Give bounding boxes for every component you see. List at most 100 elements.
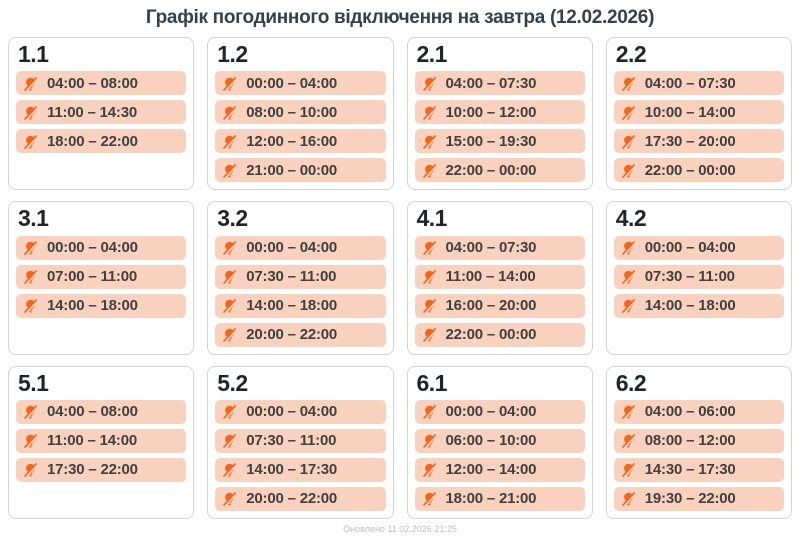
- power-off-bulb-icon: [421, 162, 438, 179]
- outage-time-range: 04:00 – 07:30: [644, 74, 736, 92]
- outage-time-range: 00:00 – 04:00: [445, 403, 537, 421]
- outage-time-range: 20:00 – 22:00: [246, 326, 338, 344]
- last-updated-text: Оновлено 11.02.2026 21:25: [343, 523, 457, 534]
- outage-interval: 16:00 – 20:00: [414, 293, 585, 318]
- power-off-bulb-icon: [421, 326, 438, 343]
- power-off-bulb-icon: [620, 239, 637, 256]
- group-number: 3.2: [217, 205, 248, 232]
- outage-interval: 00:00 – 04:00: [414, 399, 585, 424]
- outage-time-range: 15:00 – 19:30: [445, 132, 537, 150]
- power-off-bulb-icon: [620, 403, 637, 420]
- outage-interval: 14:00 – 18:00: [16, 293, 187, 318]
- outage-interval: 04:00 – 08:00: [16, 399, 187, 424]
- outage-time-range: 07:30 – 11:00: [246, 268, 337, 286]
- group-number: 3.1: [18, 205, 49, 232]
- power-off-bulb-icon: [421, 297, 438, 314]
- outage-interval: 07:00 – 11:00: [16, 264, 187, 289]
- outage-interval: 11:00 – 14:30: [16, 100, 187, 125]
- power-off-bulb-icon: [221, 490, 238, 507]
- schedule-grid: 1.1 04:00 – 08:00 11:00 – 14:30: [0, 35, 800, 519]
- outage-time-range: 07:30 – 11:00: [644, 268, 735, 286]
- outage-interval: 22:00 – 00:00: [414, 158, 585, 183]
- group-card: 5.2 00:00 – 04:00 07:30 – 11:00: [207, 365, 394, 519]
- power-off-bulb-icon: [22, 297, 39, 314]
- outage-time-range: 17:30 – 20:00: [644, 132, 736, 150]
- outage-interval: 07:30 – 11:00: [215, 428, 386, 453]
- outage-time-range: 22:00 – 00:00: [445, 326, 537, 344]
- power-off-bulb-icon: [620, 268, 637, 285]
- outage-interval: 04:00 – 08:00: [16, 71, 187, 96]
- power-off-bulb-icon: [620, 75, 637, 92]
- outage-time-range: 12:00 – 14:00: [445, 461, 537, 479]
- slots-list: 04:00 – 06:00 08:00 – 12:00 14:30 – 17:3: [613, 399, 784, 511]
- power-off-bulb-icon: [620, 297, 637, 314]
- outage-interval: 20:00 – 22:00: [215, 486, 386, 511]
- outage-time-range: 00:00 – 04:00: [644, 239, 736, 257]
- outage-time-range: 11:00 – 14:00: [445, 268, 536, 286]
- outage-interval: 00:00 – 04:00: [215, 235, 386, 260]
- power-off-bulb-icon: [22, 403, 39, 420]
- group-number: 6.1: [416, 369, 448, 396]
- power-off-bulb-icon: [22, 104, 39, 121]
- power-off-bulb-icon: [221, 239, 238, 256]
- outage-interval: 04:00 – 07:30: [414, 235, 585, 260]
- power-off-bulb-icon: [22, 239, 39, 256]
- power-off-bulb-icon: [221, 403, 238, 420]
- slots-list: 04:00 – 08:00 11:00 – 14:30 18:00 – 22:0: [16, 71, 187, 154]
- outage-time-range: 22:00 – 00:00: [445, 161, 537, 179]
- outage-time-range: 07:00 – 11:00: [47, 268, 137, 286]
- power-off-bulb-icon: [221, 326, 238, 343]
- power-off-bulb-icon: [421, 75, 438, 92]
- power-off-bulb-icon: [22, 133, 39, 150]
- outage-interval: 12:00 – 16:00: [215, 129, 386, 154]
- outage-time-range: 04:00 – 07:30: [445, 239, 537, 257]
- outage-interval: 07:30 – 11:00: [613, 264, 784, 289]
- outage-interval: 19:30 – 22:00: [613, 486, 784, 511]
- outage-time-range: 00:00 – 04:00: [246, 239, 338, 257]
- slots-list: 00:00 – 04:00 07:30 – 11:00 14:00 – 18:0: [613, 235, 784, 318]
- outage-interval: 04:00 – 07:30: [613, 71, 784, 96]
- page-title: Графік погодинного відключення на завтра…: [145, 7, 655, 28]
- outage-interval: 21:00 – 00:00: [215, 158, 386, 183]
- outage-time-range: 04:00 – 08:00: [47, 403, 138, 421]
- outage-interval: 00:00 – 04:00: [215, 399, 386, 424]
- slots-list: 04:00 – 07:30 11:00 – 14:00 16:00 – 20:0: [414, 235, 585, 347]
- group-card: 1.1 04:00 – 08:00 11:00 – 14:30: [8, 37, 195, 191]
- outage-time-range: 04:00 – 06:00: [644, 403, 736, 421]
- group-card: 5.1 04:00 – 08:00 11:00 – 14:00: [8, 365, 195, 519]
- outage-interval: 22:00 – 00:00: [414, 322, 585, 347]
- slots-list: 04:00 – 07:30 10:00 – 14:00 17:30 – 20:0: [613, 71, 784, 183]
- outage-interval: 14:00 – 18:00: [215, 293, 386, 318]
- outage-interval: 00:00 – 04:00: [215, 71, 386, 96]
- outage-time-range: 11:00 – 14:00: [47, 432, 137, 450]
- group-card: 3.1 00:00 – 04:00 07:00 – 11:00: [8, 201, 195, 355]
- group-card: 2.1 04:00 – 07:30 10:00 – 12:00: [406, 37, 593, 191]
- outage-interval: 10:00 – 12:00: [414, 100, 585, 125]
- group-number: 5.1: [18, 369, 49, 396]
- outage-time-range: 12:00 – 16:00: [246, 132, 338, 150]
- slots-list: 04:00 – 07:30 10:00 – 12:00 15:00 – 19:3: [414, 71, 585, 183]
- group-card: 3.2 00:00 – 04:00 07:30 – 11:00: [207, 201, 394, 355]
- outage-interval: 11:00 – 14:00: [16, 428, 187, 453]
- power-off-bulb-icon: [221, 104, 238, 121]
- group-card: 1.2 00:00 – 04:00 08:00 – 10:00: [207, 37, 394, 191]
- power-off-bulb-icon: [421, 403, 438, 420]
- outage-time-range: 00:00 – 04:00: [47, 239, 138, 257]
- outage-time-range: 00:00 – 04:00: [246, 403, 338, 421]
- power-off-bulb-icon: [221, 268, 238, 285]
- outage-interval: 17:30 – 22:00: [16, 457, 187, 482]
- outage-time-range: 08:00 – 10:00: [246, 103, 338, 121]
- group-number: 5.2: [217, 369, 248, 396]
- outage-interval: 14:00 – 17:30: [215, 457, 386, 482]
- power-off-bulb-icon: [421, 432, 438, 449]
- power-off-bulb-icon: [221, 75, 238, 92]
- outage-time-range: 22:00 – 00:00: [644, 161, 736, 179]
- outage-time-range: 14:30 – 17:30: [644, 461, 736, 479]
- outage-interval: 06:00 – 10:00: [414, 428, 585, 453]
- power-off-bulb-icon: [620, 490, 637, 507]
- slots-list: 00:00 – 04:00 07:00 – 11:00 14:00 – 18:0: [16, 235, 187, 318]
- outage-time-range: 08:00 – 12:00: [644, 432, 736, 450]
- outage-time-range: 14:00 – 18:00: [47, 297, 138, 315]
- power-off-bulb-icon: [22, 461, 39, 478]
- slots-list: 00:00 – 04:00 07:30 – 11:00 14:00 – 17:3: [215, 399, 386, 511]
